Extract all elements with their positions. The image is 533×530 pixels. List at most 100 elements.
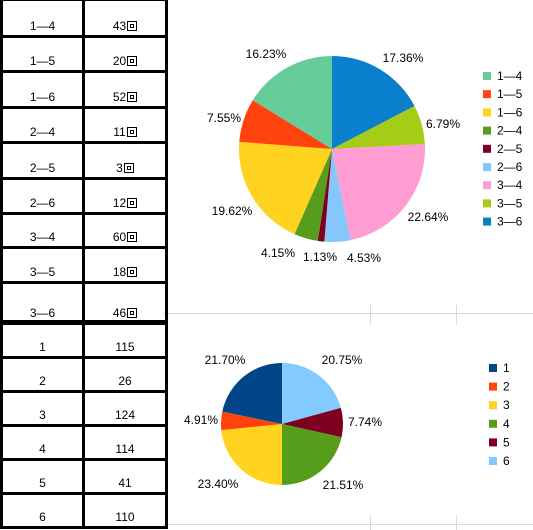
- placeholder-box-icon: [127, 308, 138, 318]
- row-value-cell[interactable]: 52: [82, 70, 168, 109]
- data-label: 4.53%: [347, 251, 381, 265]
- pair-table: 1—4 43 1—5 20 1—6 52 2—4 11 2—5 3 2—6 12 3—4 60 3—5 18 3…: [0, 0, 168, 325]
- pie-slice-2—6: [324, 149, 351, 243]
- row-label: 3—4: [29, 230, 56, 244]
- row-value-cell[interactable]: 110: [82, 492, 168, 529]
- row-value: 12: [85, 196, 165, 212]
- pie-slice-3—6: [332, 56, 415, 149]
- data-label: 4.15%: [261, 246, 295, 260]
- row-value-cell[interactable]: 26: [82, 356, 168, 393]
- placeholder-box-icon: [127, 92, 138, 102]
- placeholder-box-icon: [127, 232, 138, 242]
- row-value-cell[interactable]: 41: [82, 458, 168, 495]
- legend-label: 3—6: [497, 215, 523, 229]
- row-value-cell[interactable]: 43: [82, 0, 168, 38]
- table-row: 3 124: [0, 390, 168, 427]
- table-row: 1—6 52: [0, 70, 168, 109]
- row-label-cell[interactable]: 1—4: [0, 0, 85, 38]
- data-label: 17.36%: [383, 51, 424, 65]
- single-table: 1 115 2 26 3 124 4 114 5 41 6 110: [0, 320, 168, 529]
- row-label-cell[interactable]: 3—6: [0, 281, 85, 325]
- table-row: 1—4 43: [0, 0, 168, 38]
- row-value: 26: [118, 374, 132, 388]
- row-label: 1—6: [29, 90, 56, 104]
- placeholder-box-icon: [127, 267, 138, 277]
- row-label-cell[interactable]: 2: [0, 356, 85, 393]
- legend-label: 2—4: [497, 124, 523, 138]
- pie-slice-1—6: [239, 141, 332, 235]
- row-label-cell[interactable]: 2—4: [0, 106, 85, 144]
- row-label-cell[interactable]: 5: [0, 458, 85, 495]
- row-value: 20: [85, 54, 165, 70]
- legend-swatch: [483, 199, 491, 208]
- data-label: 1.13%: [303, 250, 337, 264]
- pie-slice-1—5: [239, 100, 332, 149]
- pie-slice-1—4: [252, 56, 332, 149]
- legend-swatch: [489, 457, 497, 465]
- row-label-cell[interactable]: 1—5: [0, 35, 85, 73]
- row-value-cell[interactable]: 60: [82, 212, 168, 249]
- legend-label: 2: [503, 380, 510, 394]
- data-label: 23.40%: [198, 477, 239, 491]
- pie-slice-3—4: [332, 144, 426, 241]
- grid-line: [370, 305, 371, 325]
- grid-line: [163, 313, 533, 314]
- row-value-cell[interactable]: 114: [82, 424, 168, 461]
- data-label: 6.79%: [426, 117, 460, 131]
- table-row: 1 115: [0, 320, 168, 359]
- legend-swatch: [483, 163, 491, 171]
- row-label-cell[interactable]: 1: [0, 320, 85, 359]
- row-label-cell[interactable]: 2—6: [0, 177, 85, 215]
- row-value-cell[interactable]: 124: [82, 390, 168, 427]
- row-value-cell[interactable]: 115: [82, 320, 168, 359]
- row-value-cell[interactable]: 20: [82, 35, 168, 73]
- pie-slice-2: [221, 411, 282, 431]
- data-label: 22.64%: [408, 210, 449, 224]
- row-label-cell[interactable]: 2—5: [0, 141, 85, 180]
- pie-slice-2—5: [317, 149, 332, 242]
- legend-label: 3—4: [497, 178, 523, 192]
- table-row: 3—5 18: [0, 246, 168, 284]
- data-label: 21.70%: [205, 353, 246, 367]
- row-value: 43: [85, 19, 165, 35]
- row-label: 6: [39, 510, 46, 524]
- legend-label: 2—6: [497, 160, 523, 174]
- row-label-cell[interactable]: 1—6: [0, 70, 85, 109]
- row-value: 114: [115, 442, 135, 456]
- row-label-cell[interactable]: 3: [0, 390, 85, 427]
- legend-label: 6: [503, 454, 510, 468]
- table-row: 6 110: [0, 492, 168, 529]
- pie-slice-3—5: [332, 106, 425, 149]
- placeholder-box-icon: [127, 21, 138, 31]
- placeholder-box-icon: [123, 163, 134, 173]
- row-value-cell[interactable]: 11: [82, 106, 168, 144]
- row-label-cell[interactable]: 6: [0, 492, 85, 529]
- table-row: 3—4 60: [0, 212, 168, 249]
- legend-swatch: [483, 217, 491, 226]
- pie-slice-6: [282, 363, 341, 424]
- table-row: 3—6 46: [0, 281, 168, 325]
- row-label: 4: [39, 442, 46, 456]
- row-label-cell[interactable]: 4: [0, 424, 85, 461]
- pie-slice-5: [282, 407, 343, 438]
- table-row: 2—5 3: [0, 141, 168, 180]
- data-label: 7.55%: [207, 111, 241, 125]
- table-row: 4 114: [0, 424, 168, 461]
- placeholder-box-icon: [126, 127, 137, 137]
- row-label: 5: [39, 476, 46, 490]
- legend-swatch: [483, 72, 491, 80]
- legend-label: 3: [503, 398, 510, 412]
- row-value: 11: [85, 125, 165, 141]
- legend-label: 1—5: [497, 87, 523, 101]
- pie-slice-3: [221, 424, 282, 485]
- placeholder-box-icon: [127, 198, 138, 208]
- legend-label: 1: [503, 361, 510, 375]
- row-value-cell[interactable]: 18: [82, 246, 168, 284]
- grid-line: [456, 305, 457, 325]
- row-value-cell[interactable]: 12: [82, 177, 168, 215]
- row-value-cell[interactable]: 3: [82, 141, 168, 180]
- legend-label: 1—6: [497, 105, 523, 119]
- row-label-cell[interactable]: 3—5: [0, 246, 85, 284]
- row-label-cell[interactable]: 3—4: [0, 212, 85, 249]
- row-label: 2: [39, 374, 46, 388]
